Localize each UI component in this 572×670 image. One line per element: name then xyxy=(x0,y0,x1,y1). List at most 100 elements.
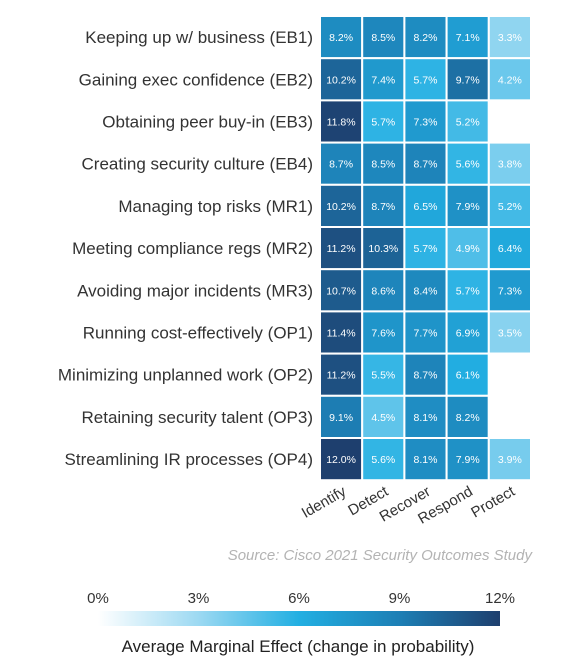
cell-value-label: 4.2% xyxy=(498,74,522,86)
cell-value-label: 4.9% xyxy=(456,243,480,255)
source-note: Source: Cisco 2021 Security Outcomes Stu… xyxy=(228,547,534,564)
row-label-obtaining-peer-buy-in-eb3: Obtaining peer buy-in (EB3) xyxy=(102,113,313,132)
cell-value-label: 8.6% xyxy=(371,285,395,297)
cell-value-label: 8.2% xyxy=(456,412,480,424)
heatmap-cell xyxy=(487,226,532,271)
heatmap-cell xyxy=(403,437,448,482)
cell-value-label: 7.7% xyxy=(414,328,438,340)
cell-value-label: 7.4% xyxy=(371,74,395,86)
row-label-retaining-security-talent-op3: Retaining security talent (OP3) xyxy=(82,408,314,427)
heatmap-cell xyxy=(319,183,364,229)
cell-value-label: 11.2% xyxy=(327,243,356,255)
heatmap-cell xyxy=(445,183,490,229)
legend-title: Average Marginal Effect (change in proba… xyxy=(122,637,475,656)
row-label-meeting-compliance-regs-mr2: Meeting compliance regs (MR2) xyxy=(72,239,313,258)
column-label-identify: Identify xyxy=(299,483,350,522)
cell-value-label: 8.7% xyxy=(371,201,395,213)
legend-tick-label: 0% xyxy=(87,590,109,607)
cell-value-label: 9.1% xyxy=(329,412,353,424)
cell-value-label: 8.7% xyxy=(414,159,438,171)
cell-value-label: 8.1% xyxy=(414,454,438,466)
legend-tick-label: 9% xyxy=(389,590,411,607)
heatmap-cell xyxy=(403,141,448,186)
cell-value-label: 3.5% xyxy=(498,328,522,340)
cell-value-label: 8.1% xyxy=(414,412,438,424)
cell-value-label: 10.3% xyxy=(368,243,398,255)
cell-value-label: 7.1% xyxy=(456,32,480,44)
cell-value-label: 5.7% xyxy=(414,243,438,255)
heatmap-cell xyxy=(403,226,448,271)
heatmap-cell xyxy=(361,437,406,482)
cell-value-label: 3.3% xyxy=(498,32,522,44)
heatmap-cell xyxy=(487,57,532,102)
heatmap-cell xyxy=(319,437,364,482)
row-label-creating-security-culture-eb4: Creating security culture (EB4) xyxy=(82,155,313,174)
row-label-running-cost-effectively-op1: Running cost-effectively (OP1) xyxy=(83,324,313,343)
heatmap-cell xyxy=(361,268,406,313)
cell-value-label: 11.2% xyxy=(327,370,356,382)
heatmap-cell xyxy=(403,394,448,439)
legend-tick-label: 6% xyxy=(288,590,310,607)
cell-value-label: 6.4% xyxy=(498,243,522,255)
cell-value-label: 8.5% xyxy=(371,159,395,171)
cell-value-label: 5.2% xyxy=(456,117,480,129)
row-label-avoiding-major-incidents-mr3: Avoiding major incidents (MR3) xyxy=(77,281,313,300)
row-label-keeping-up-w-business-eb1: Keeping up w/ business (EB1) xyxy=(85,28,313,47)
heatmap-cell xyxy=(487,352,532,397)
legend-tick-label: 3% xyxy=(188,590,210,607)
cell-value-label: 5.5% xyxy=(371,370,395,382)
cell-value-label: 11.8% xyxy=(327,117,356,129)
legend-tick-labels: 0% 3% 6% 9% 12% xyxy=(87,590,515,607)
row-labels: Keeping up w/ business (EB1) Gaining exec… xyxy=(58,28,313,469)
cell-value-label: 5.7% xyxy=(371,117,395,129)
cell-value-label: 3.8% xyxy=(498,159,522,171)
cell-value-label: 5.7% xyxy=(414,74,438,86)
heatmap-cell xyxy=(445,437,490,482)
cell-value-label: 3.9% xyxy=(498,454,522,466)
cell-value-label: 8.7% xyxy=(329,159,353,171)
cell-value-label: 8.2% xyxy=(329,32,353,44)
cell-value-label: 5.7% xyxy=(456,285,480,297)
cell-value-label: 8.7% xyxy=(414,370,438,382)
cell-value-label: 6.5% xyxy=(414,201,438,213)
cell-value-label: 6.1% xyxy=(456,370,480,382)
legend-tick-label: 12% xyxy=(485,590,515,607)
heatmap-cell xyxy=(361,99,406,144)
cell-value-label: 12.0% xyxy=(326,454,356,466)
heatmap-cell xyxy=(487,183,532,229)
cell-value-label: 5.2% xyxy=(498,201,522,213)
cell-value-label: 10.2% xyxy=(326,201,356,213)
row-label-minimizing-unplanned-work-op2: Minimizing unplanned work (OP2) xyxy=(58,366,313,385)
heatmap-cells: 8.2% 8.5% 8.2% 7.1% 3.3% 10.2% 7.4% 5.7% 9.7% 4.2… xyxy=(319,15,532,482)
cell-value-label: 6.9% xyxy=(456,328,480,340)
heatmap-cell xyxy=(361,310,406,355)
heatmap-cell xyxy=(361,141,406,186)
column-label-protect: Protect xyxy=(468,483,518,522)
row-label-streamlining-ir-processes-op4: Streamlining IR processes (OP4) xyxy=(65,450,313,469)
cell-value-label: 9.7% xyxy=(456,74,480,86)
cell-value-label: 4.5% xyxy=(371,412,395,424)
heatmap-cell xyxy=(361,394,406,439)
cell-value-label: 7.9% xyxy=(456,454,480,466)
row-label-gaining-exec-confidence-eb2: Gaining exec confidence (EB2) xyxy=(79,70,313,89)
heatmap-cell xyxy=(487,394,532,439)
cell-value-label: 5.6% xyxy=(371,454,395,466)
cell-value-label: 7.6% xyxy=(371,328,395,340)
cell-value-label: 8.5% xyxy=(371,32,395,44)
heatmap-cell xyxy=(487,310,532,355)
heatmap-cell xyxy=(403,57,448,102)
row-label-managing-top-risks-mr1: Managing top risks (MR1) xyxy=(118,197,313,216)
heatmap-cell xyxy=(487,99,532,144)
heatmap-cell xyxy=(487,437,532,482)
cell-value-label: 8.4% xyxy=(414,285,438,297)
color-legend: 0% 3% 6% 9% 12% Average Marginal Effect (cha… xyxy=(87,590,515,656)
heatmap-cell xyxy=(487,141,532,186)
cell-value-label: 8.2% xyxy=(414,32,438,44)
legend-gradient-bar xyxy=(98,611,500,626)
cell-value-label: 10.2% xyxy=(326,74,356,86)
cell-value-label: 11.4% xyxy=(327,328,356,340)
cell-value-label: 5.6% xyxy=(456,159,480,171)
cell-value-label: 7.9% xyxy=(456,201,480,213)
